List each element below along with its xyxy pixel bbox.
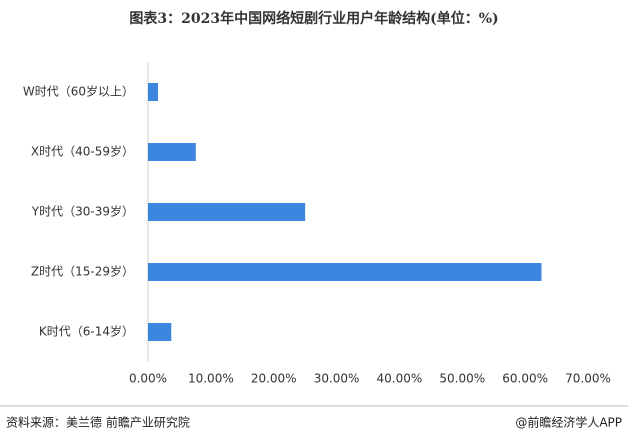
bar: [148, 323, 172, 341]
x-tick-label: 40.00%: [377, 372, 423, 386]
y-tick-label: Z时代（15-29岁）: [31, 264, 134, 279]
x-tick-label: 20.00%: [251, 372, 297, 386]
x-tick-label: 30.00%: [314, 372, 360, 386]
x-tick-label: 70.00%: [565, 372, 611, 386]
y-tick-label: W时代（60岁以上）: [23, 84, 134, 99]
source: 资料来源：美兰德 前瞻产业研究院: [6, 415, 190, 430]
bar: [148, 83, 159, 101]
y-tick-label: K时代（6-14岁）: [39, 324, 134, 339]
bar: [148, 143, 196, 161]
x-tick-label: 0.00%: [129, 372, 167, 386]
x-tick-label: 50.00%: [439, 372, 485, 386]
y-tick-label: X时代（40-59岁）: [31, 144, 134, 159]
bar: [148, 263, 542, 281]
x-tick-label: 10.00%: [188, 372, 234, 386]
y-tick-label: Y时代（30-39岁）: [31, 204, 134, 219]
x-tick-label: 60.00%: [502, 372, 548, 386]
bar: [148, 203, 306, 221]
credit: @前瞻经济学人APP: [515, 415, 622, 430]
chart-title: 图表3：2023年中国网络短剧行业用户年龄结构(单位：%): [129, 10, 498, 27]
